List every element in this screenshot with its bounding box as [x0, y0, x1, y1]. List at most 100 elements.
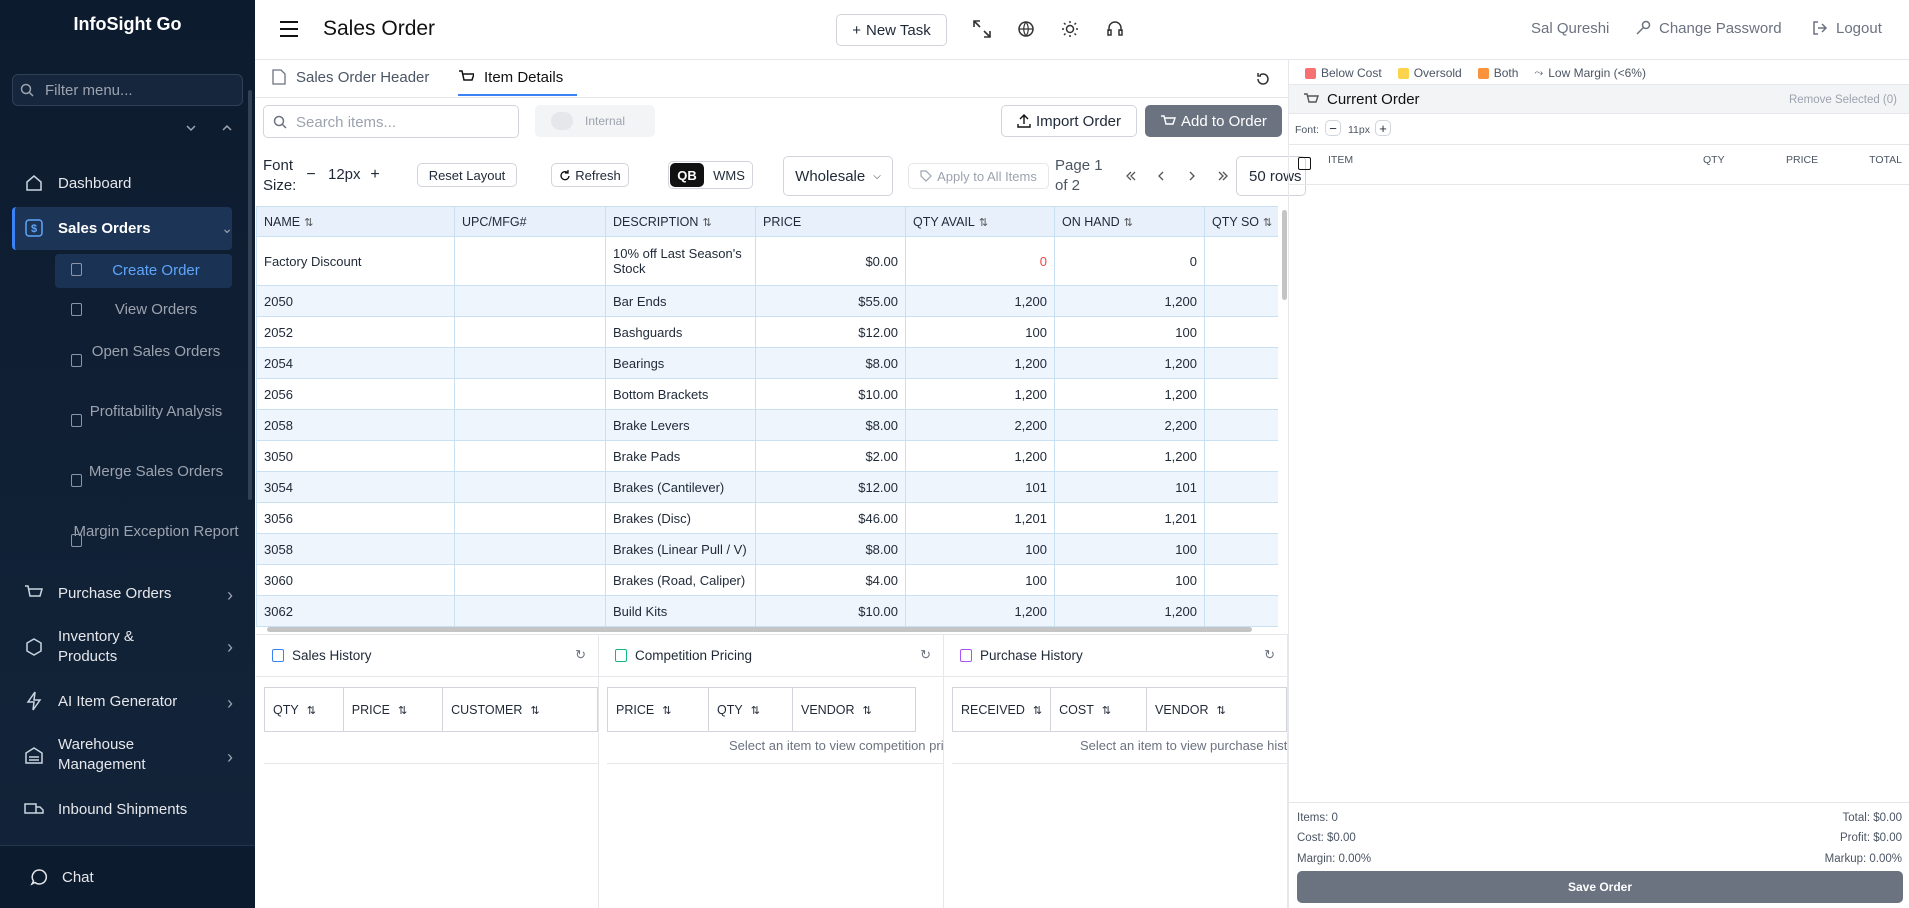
reset-layout-button[interactable]: Reset Layout — [417, 163, 517, 187]
item-row[interactable]: 3050 Brake Pads $2.00 1,200 1,200 — [256, 440, 1278, 472]
column-label: DESCRIPTION — [613, 214, 699, 229]
header-icons[interactable] — [972, 19, 1192, 39]
apply-all-button[interactable]: Apply to All Items — [908, 163, 1049, 189]
cell-text: 2050 — [264, 293, 293, 309]
panel-header: Sales History — [256, 635, 598, 677]
cell-text: 2,200 — [1164, 417, 1197, 433]
menu-item[interactable]: $ Sales Orders — [24, 217, 151, 239]
item-row[interactable]: 3056 Brakes (Disc) $46.00 1,201 1,201 — [256, 502, 1278, 534]
wms-button[interactable]: WMS — [707, 163, 751, 187]
menu-toggle[interactable] — [279, 20, 299, 38]
column-header[interactable]: NAME ⇅ — [256, 206, 455, 237]
submenu-item[interactable]: View Orders — [114, 301, 198, 318]
column-header[interactable]: VENDOR ⇅ — [1146, 687, 1287, 732]
button-label: Add to Order — [1181, 112, 1267, 130]
filter-input[interactable]: Filter menu... — [12, 74, 243, 106]
column-header[interactable]: VENDOR ⇅ — [792, 687, 916, 732]
cell: 3054 — [256, 471, 455, 503]
panel-refresh[interactable]: ↻ — [575, 647, 586, 662]
submenu-item[interactable]: Create Order — [112, 262, 200, 279]
cell-text: Bar Ends — [613, 293, 667, 309]
menu-label: Sales Orders — [58, 219, 151, 237]
column-header[interactable]: DESCRIPTION ⇅ — [605, 206, 756, 237]
cell: Factory Discount — [256, 236, 455, 286]
submenu-item[interactable]: Merge Sales Orders — [88, 463, 224, 480]
panel-message: Select an item to view purchase history — [952, 731, 1287, 764]
search-input[interactable]: Search items... — [263, 105, 519, 138]
change-password[interactable]: Change Password — [1635, 20, 1782, 37]
column-header[interactable]: COST ⇅ — [1050, 687, 1148, 732]
pager[interactable] — [1121, 165, 1236, 187]
column-header[interactable]: PRICE ⇅ — [607, 687, 709, 732]
button-label: Import Order — [1035, 112, 1122, 130]
submenu-item[interactable]: Open Sales Orders — [91, 343, 221, 360]
chat-button[interactable]: Chat — [30, 868, 94, 886]
tab-active[interactable]: Item Details — [458, 69, 578, 96]
item-row[interactable]: 3058 Brakes (Linear Pull / V) $8.00 100 100 — [256, 533, 1278, 565]
item-row[interactable]: 3062 Build Kits $10.00 1,200 1,200 — [256, 595, 1278, 627]
cell: 2052 — [256, 316, 455, 348]
column-header[interactable]: ON HAND ⇅ — [1054, 206, 1205, 237]
tab[interactable]: Sales Order Header — [272, 69, 429, 86]
save-order-button[interactable]: Save Order — [1297, 871, 1903, 903]
cell-text: 3058 — [264, 541, 293, 557]
refresh-button[interactable]: Refresh — [551, 163, 629, 187]
new-task-button[interactable]: + New Task — [836, 14, 947, 46]
submenu-item[interactable]: Margin Exception Report — [73, 523, 239, 540]
cell: 101 — [905, 471, 1055, 503]
panel-refresh[interactable]: ↻ — [1264, 647, 1275, 662]
select-all-checkbox[interactable] — [1298, 157, 1311, 170]
qb-button[interactable]: QB — [670, 163, 704, 187]
decrease-font[interactable]: − — [302, 164, 320, 186]
column-header[interactable]: CUSTOMER ⇅ — [442, 687, 598, 732]
item-row[interactable]: 2058 Brake Levers $8.00 2,200 2,200 — [256, 409, 1278, 441]
menu-item[interactable]: Dashboard — [24, 172, 131, 194]
column-header[interactable]: RECEIVED ⇅ — [951, 687, 1052, 732]
price-level-select[interactable]: Wholesale ⌵ — [783, 156, 893, 196]
collapse-controls[interactable] — [186, 122, 236, 136]
add-button[interactable]: Add to Order — [1145, 105, 1282, 137]
cell-text: Build Kits — [613, 603, 668, 619]
cell: 1,200 — [1054, 440, 1205, 472]
panel-header: Purchase History — [944, 635, 1287, 677]
column-header[interactable]: QTY SO ⇅ — [1204, 206, 1278, 237]
menu-item[interactable]: Purchase Orders — [24, 582, 171, 604]
column-header[interactable]: QTY ⇅ — [264, 687, 344, 732]
item-row[interactable]: 2056 Bottom Brackets $10.00 1,200 1,200 — [256, 378, 1278, 410]
column-header[interactable]: UPC/MFG# — [454, 206, 606, 237]
sort-icon: ⇅ — [1101, 704, 1112, 717]
increase-font[interactable]: + — [1375, 120, 1391, 136]
item-row[interactable]: 3054 Brakes (Cantilever) $12.00 101 101 — [256, 471, 1278, 503]
menu-item[interactable]: Inbound Shipments — [24, 798, 187, 820]
import-button[interactable]: Import Order — [1001, 105, 1137, 137]
active-submenu[interactable] — [55, 254, 232, 288]
cell-text: 2054 — [264, 355, 293, 371]
cell — [1204, 236, 1278, 286]
increase-font[interactable]: + — [366, 164, 384, 186]
panel-empty-row — [264, 731, 598, 764]
item-row[interactable]: 2054 Bearings $8.00 1,200 1,200 — [256, 347, 1278, 379]
menu-item[interactable]: Inventory & Products — [24, 627, 144, 667]
panel-refresh[interactable]: ↻ — [920, 647, 931, 662]
decrease-font[interactable]: − — [1325, 120, 1341, 136]
item-row[interactable]: Factory Discount 10% off Last Season's St… — [256, 236, 1278, 286]
cell-text: 3050 — [264, 448, 293, 464]
item-row[interactable]: 2052 Bashguards $12.00 100 100 — [256, 316, 1278, 348]
submenu-item[interactable]: Profitability Analysis — [89, 403, 223, 420]
item-row[interactable]: 2050 Bar Ends $55.00 1,200 1,200 — [256, 285, 1278, 317]
cell — [454, 533, 606, 565]
logout[interactable]: Logout — [1812, 20, 1882, 37]
reset-icon[interactable] — [1255, 71, 1271, 87]
menu-item[interactable]: AI Item Generator — [24, 690, 177, 712]
column-header[interactable]: PRICE ⇅ — [342, 687, 444, 732]
cell: 1,201 — [905, 502, 1055, 534]
active-menu[interactable] — [12, 207, 232, 250]
column-header[interactable]: PRICE — [755, 206, 906, 237]
column-header[interactable]: QTY ⇅ — [708, 687, 793, 732]
menu-item[interactable]: Warehouse Management — [24, 735, 164, 775]
item-row[interactable]: 3060 Brakes (Road, Caliper) $4.00 100 100 — [256, 564, 1278, 596]
chat-label: Chat — [62, 868, 94, 886]
column-header[interactable]: QTY AVAIL ⇅ — [905, 206, 1055, 237]
remove-selected[interactable]: Remove Selected (0) — [1788, 94, 1897, 106]
column-label: RECEIVED — [961, 702, 1025, 717]
